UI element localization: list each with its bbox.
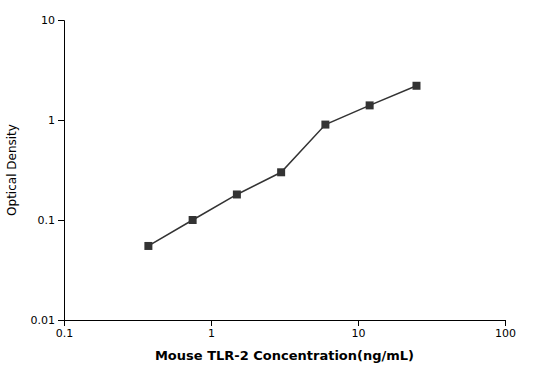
tick-mark <box>358 320 359 326</box>
marker <box>189 216 197 224</box>
axis-line <box>65 321 506 327</box>
tick: 0.1 <box>38 214 65 227</box>
tick-label: 100 <box>495 327 516 340</box>
tick-label: 1 <box>208 327 215 340</box>
tick-label: 10 <box>41 14 55 27</box>
x-axis-title: Mouse TLR-2 Concentration(ng/mL) <box>155 348 414 363</box>
tick: 100 <box>495 320 516 340</box>
tick: 10 <box>352 320 366 340</box>
tick: 1 <box>208 320 215 340</box>
tick-label: 0.1 <box>38 214 56 227</box>
marker <box>412 82 420 90</box>
tick-label: 0.01 <box>31 314 56 327</box>
tick: 10 <box>41 14 64 27</box>
tick: 1 <box>48 114 64 127</box>
tick-label: 1 <box>48 114 55 127</box>
marker <box>233 190 241 198</box>
marker <box>321 121 329 129</box>
tick: 0.01 <box>31 314 65 327</box>
series <box>144 82 420 250</box>
marker <box>144 242 152 250</box>
tick-mark <box>211 320 212 326</box>
tick-mark <box>505 320 506 326</box>
tick-label: 0.1 <box>56 327 74 340</box>
plot: 0.11101000.010.1110 <box>31 14 517 340</box>
tick-mark <box>58 120 64 121</box>
x-axis: 0.1 1 10 100 <box>56 320 516 340</box>
tick: 0.1 <box>56 320 74 340</box>
marker <box>277 168 285 176</box>
tick-label: 10 <box>352 327 366 340</box>
chart: 0.11101000.010.1110Mouse TLR-2 Concentra… <box>0 0 533 372</box>
tick-mark <box>58 320 64 321</box>
axis-line <box>58 21 65 321</box>
y-axis: 0.01 0.1 1 10 <box>31 14 65 327</box>
y-axis-title: Optical Density <box>5 124 19 216</box>
tick-mark <box>58 220 64 221</box>
marker <box>366 101 374 109</box>
tick-mark <box>58 20 64 21</box>
line <box>148 86 416 246</box>
